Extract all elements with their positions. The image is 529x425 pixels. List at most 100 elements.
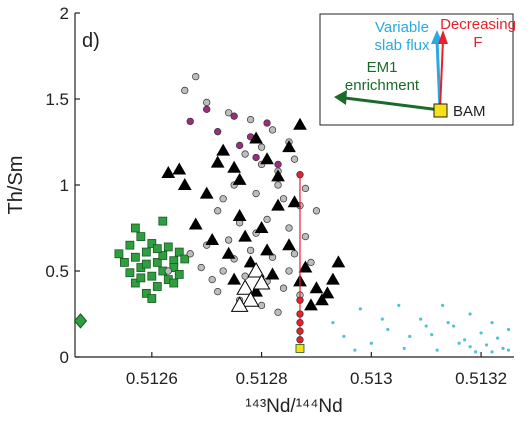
point: [312, 207, 321, 215]
point: [227, 160, 241, 173]
point: [249, 131, 263, 144]
point: [224, 236, 233, 244]
y-tick-label: 0.5: [45, 262, 69, 281]
point: [230, 296, 249, 312]
point: [246, 115, 255, 124]
point: [290, 250, 299, 258]
point: [130, 223, 140, 233]
point: [468, 345, 472, 349]
point: [287, 195, 302, 208]
point: [136, 273, 146, 283]
point: [238, 229, 252, 242]
point: [419, 317, 423, 321]
point: [452, 324, 456, 328]
point: [130, 252, 140, 262]
bam-marker: [433, 103, 448, 118]
point: [147, 239, 157, 248]
arrow-head: [334, 90, 347, 105]
point: [241, 291, 260, 307]
point: [315, 293, 329, 306]
point: [174, 247, 184, 257]
annotation: enrichment: [345, 77, 420, 94]
x-tick-label: 0.5126: [126, 369, 178, 388]
point: [331, 321, 335, 325]
point: [232, 172, 247, 185]
point: [73, 313, 88, 329]
point: [230, 112, 238, 120]
point: [279, 195, 288, 203]
point: [260, 243, 274, 256]
y-axis-label: Th/Sm: [5, 156, 27, 215]
point: [309, 281, 324, 294]
point: [296, 296, 304, 304]
y-tick-label: 2: [60, 4, 69, 23]
point: [369, 341, 373, 345]
point: [435, 348, 439, 352]
point: [214, 287, 222, 296]
panel-label: d): [82, 30, 100, 52]
point: [424, 324, 428, 328]
annotation: Variable: [375, 19, 429, 36]
x-tick-label: 0.5128: [236, 369, 288, 388]
point: [152, 257, 162, 267]
point: [186, 117, 194, 126]
point: [463, 338, 467, 342]
point: [158, 251, 168, 260]
point: [205, 233, 220, 246]
point: [279, 284, 288, 292]
point: [252, 153, 260, 162]
point: [152, 244, 162, 254]
point: [501, 346, 505, 350]
point: [158, 216, 168, 226]
point: [208, 275, 216, 284]
x-tick-label: 0.5132: [455, 369, 507, 388]
point: [307, 258, 315, 267]
point: [457, 341, 461, 345]
arrow: [439, 39, 444, 111]
point: [216, 143, 231, 156]
point: [282, 238, 296, 251]
annotation: EM1: [367, 59, 398, 76]
point: [254, 220, 269, 233]
point: [260, 152, 274, 165]
point: [484, 343, 489, 347]
point: [203, 98, 211, 107]
point: [298, 260, 313, 273]
point: [141, 247, 151, 257]
point: [265, 267, 280, 280]
y-tick-label: 1: [60, 176, 69, 195]
x-tick-label: 0.513: [350, 369, 393, 388]
point: [210, 155, 225, 168]
point: [441, 303, 445, 307]
point: [473, 350, 478, 354]
point: [125, 240, 135, 250]
point: [430, 333, 434, 337]
point: [119, 257, 129, 267]
inset: Variable slab flux Decreasing F EM1 enri…: [319, 13, 516, 126]
point: [252, 189, 260, 198]
point: [221, 246, 236, 259]
annotation: F: [473, 34, 482, 51]
point: [468, 312, 472, 316]
point: [141, 259, 151, 269]
point: [199, 186, 214, 199]
point: [402, 346, 406, 350]
point: [257, 143, 266, 151]
point: [285, 224, 293, 232]
annotation: slab flux: [374, 37, 430, 54]
point: [136, 232, 146, 242]
point: [232, 208, 247, 221]
point: [353, 348, 357, 352]
arrow-head: [438, 30, 448, 44]
point: [342, 334, 346, 338]
point: [263, 119, 271, 127]
point: [236, 279, 254, 295]
point: [214, 128, 222, 136]
point: [181, 86, 189, 95]
point: [174, 270, 184, 279]
point: [282, 140, 296, 153]
point: [141, 288, 151, 298]
point: [197, 263, 205, 272]
annotation: Decreasing: [440, 16, 516, 33]
